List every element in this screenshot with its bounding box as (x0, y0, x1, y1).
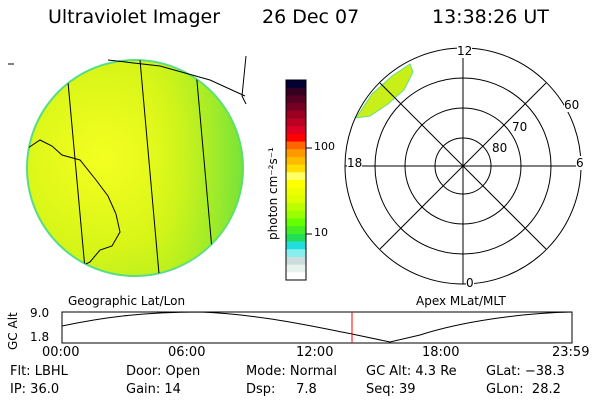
colorbar-segment (286, 118, 306, 127)
aurora-blob (354, 63, 414, 119)
info-glat: GLat: −38.3 (486, 364, 565, 379)
colorbar (285, 79, 307, 281)
colorbar-segment (286, 141, 306, 150)
date-label: 26 Dec 07 (262, 6, 360, 28)
colorbar-segment (286, 256, 306, 266)
colorbar-frame (285, 79, 307, 281)
mlt-6: 6 (576, 156, 584, 170)
info-gain: Gain: 14 (126, 382, 181, 397)
colorbar-segment (286, 272, 306, 281)
info-ip: IP: 36.0 (10, 382, 60, 397)
info-dsp: Dsp: 7.8 (246, 382, 317, 397)
altitude-plot (61, 311, 573, 344)
colorbar-segment (286, 133, 306, 143)
info-mode: Mode: Normal (246, 364, 337, 379)
colorbar-segment (286, 226, 306, 235)
colorbar-segment (286, 180, 306, 189)
info-gc-alt: GC Alt: 4.3 Re (366, 364, 457, 379)
colorbar-segment (286, 80, 306, 89)
colorbar-segment (286, 264, 306, 273)
meridian (195, 69, 215, 273)
xtick: 12:00 (296, 345, 334, 360)
colorbar-label: photon cm⁻²s⁻¹ (266, 147, 280, 240)
colorbar-segment (286, 164, 306, 173)
colorbar-segment (286, 149, 306, 158)
polar-plot (344, 47, 582, 285)
mlt-12: 12 (457, 44, 473, 58)
colorbar-segment (286, 126, 306, 135)
colorbar-segment (286, 249, 306, 258)
info-seq: Seq: 39 (366, 382, 416, 397)
info-glon: GLon: 28.2 (486, 382, 561, 397)
mlt-18: 18 (347, 156, 363, 170)
colorbar-segment (286, 210, 306, 219)
xtick: 18:00 (422, 345, 460, 360)
ytick: 9.0 (30, 306, 50, 320)
colorbar-segment (286, 103, 306, 112)
colorbar-segment (286, 195, 306, 204)
info-filter: Flt: LBHL (10, 364, 68, 379)
geographic-label: Geographic Lat/Lon (68, 294, 186, 308)
colorbar-segment (286, 187, 306, 196)
colorbar-tick: 100 (314, 140, 335, 153)
xtick: 00:00 (42, 345, 80, 360)
colorbar-segment (286, 203, 306, 212)
time-label: 13:38:26 UT (432, 6, 549, 28)
colorbar-segment (286, 241, 306, 250)
ytick: 1.8 (30, 330, 50, 344)
earth-image (8, 55, 247, 277)
coastline (27, 139, 121, 276)
lat-60: 60 (564, 98, 580, 112)
xtick: 23:59 (552, 345, 590, 360)
colorbar-segment (286, 172, 306, 181)
colorbar-segment (286, 110, 306, 119)
timeline-ylabel: GC Alt (6, 312, 20, 350)
xtick: 06:00 (168, 345, 206, 360)
colorbar-segment (286, 156, 306, 166)
apex-label: Apex MLat/MLT (416, 294, 506, 308)
lat-80: 80 (492, 141, 508, 155)
meridian (139, 60, 161, 276)
colorbar-segment (286, 233, 306, 243)
lat-70: 70 (512, 120, 528, 134)
meridian (65, 60, 87, 276)
colorbar-segment (286, 87, 306, 96)
instrument-title: Ultraviolet Imager (48, 6, 221, 28)
colorbar-segment (286, 218, 306, 227)
info-door: Door: Open (126, 364, 201, 379)
mlt-0: 0 (466, 276, 474, 290)
colorbar-segment (286, 95, 306, 104)
colorbar-tick: 10 (314, 226, 328, 239)
